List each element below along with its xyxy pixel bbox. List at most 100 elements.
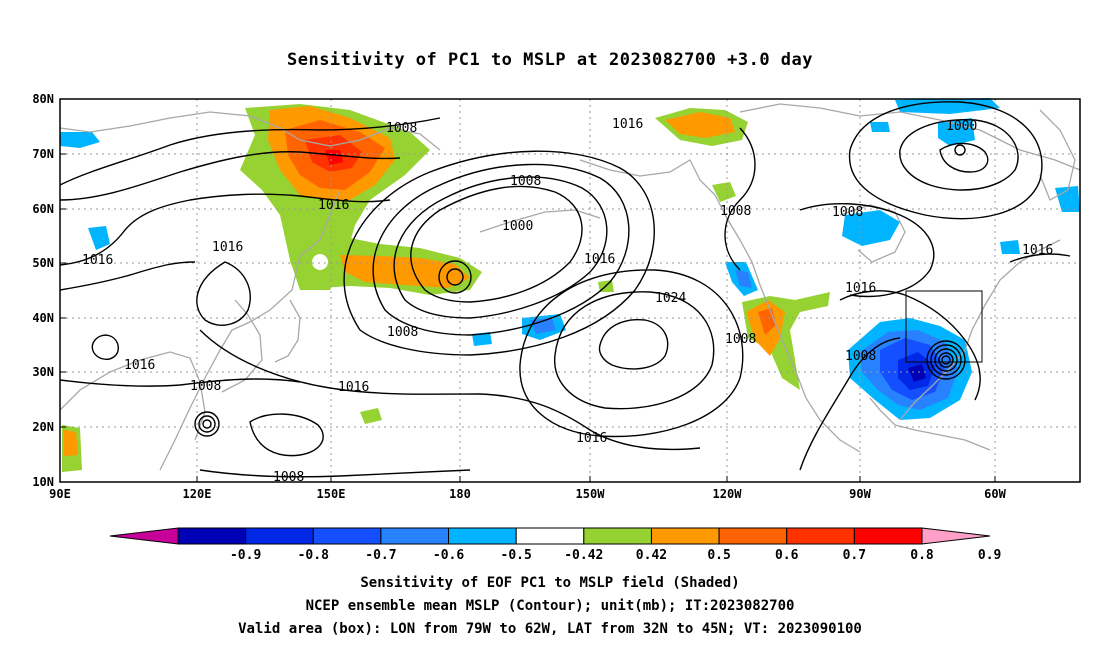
- colorbar-label: -0.9: [230, 548, 261, 563]
- mslp-contour: [939, 142, 989, 173]
- longitude-label: 90E: [49, 487, 71, 501]
- contour-label: 1008: [510, 174, 541, 189]
- mslp-contour: [249, 413, 324, 457]
- contour-label: 1008: [386, 121, 417, 136]
- mslp-contours: [59, 101, 1071, 478]
- colorbar-swatch: [312, 527, 382, 545]
- coastline-greenland: [1039, 109, 1076, 201]
- latitude-label: 50N: [32, 256, 54, 270]
- colorbar-label: 0.42: [636, 548, 667, 563]
- mslp-low-contour: [938, 352, 954, 368]
- coastline-japan: [274, 299, 301, 363]
- coastline-na-west: [739, 239, 861, 453]
- mslp-low-contour: [954, 144, 966, 156]
- mslp-contour: [59, 261, 196, 291]
- positive-sensitivity-area: [325, 150, 343, 165]
- colorbar-label: -0.7: [365, 548, 396, 563]
- contour-label: 1000: [946, 119, 977, 134]
- colorbar-swatch: [786, 527, 855, 545]
- mslp-contour: [848, 101, 1043, 220]
- mslp-low-contour: [934, 348, 958, 372]
- coastline-na-east: [899, 239, 1061, 421]
- longitude-label: 60W: [984, 487, 1006, 501]
- coastline-arctic: [739, 103, 1081, 171]
- negative-sensitivity-area: [472, 332, 492, 346]
- mslp-low-contour: [930, 344, 962, 376]
- colorbar-swatch: [245, 527, 314, 545]
- mslp-contour: [59, 193, 391, 266]
- contour-label: 1008: [190, 379, 221, 394]
- colorbar-swatch: [853, 527, 923, 545]
- colorbar-label: 0.6: [775, 548, 799, 563]
- coastline-alaska: [479, 209, 601, 233]
- latitude-label: 30N: [32, 365, 54, 379]
- map-frame: [59, 98, 1081, 483]
- colorbar-swatch: [921, 527, 991, 545]
- mslp-low-contour: [202, 419, 212, 429]
- longitude-labels: 90E 120E 150E 180 150W 120W 90W 60W: [49, 476, 1007, 501]
- colorbar-label: 0.7: [843, 548, 866, 563]
- negative-sensitivity-area: [60, 132, 100, 148]
- mslp-contour: [59, 117, 441, 186]
- mslp-contour: [554, 291, 715, 410]
- colorbar-swatch: [650, 527, 720, 545]
- sensitivity-shading: [60, 98, 1080, 472]
- coastline-gulf: [869, 397, 991, 451]
- negative-sensitivity-area: [1000, 240, 1020, 254]
- contour-label: 1008: [845, 349, 876, 364]
- mslp-low-contour: [446, 268, 464, 286]
- figure-title: Sensitivity of PC1 to MSLP at 2023082700…: [286, 50, 813, 70]
- caption-line-1: Sensitivity of EOF PC1 to MSLP field (Sh…: [360, 575, 740, 591]
- colorbar-label: 0.8: [910, 548, 934, 563]
- mslp-contour: [372, 163, 630, 336]
- colorbar-label: 0.5: [707, 548, 730, 563]
- coastline-alaska: [579, 159, 741, 241]
- mslp-contour: [199, 469, 471, 478]
- longitude-label: 150W: [576, 487, 606, 501]
- positive-sensitivity-area: [360, 408, 382, 424]
- contour-label: 1024: [655, 291, 686, 306]
- contour-label: 1016: [212, 240, 243, 255]
- mslp-contour: [839, 290, 981, 401]
- latitude-labels: 80N 70N 60N 50N 40N 30N 20N 10N: [32, 92, 66, 489]
- mslp-contour: [343, 150, 655, 356]
- positive-sensitivity-area: [312, 254, 328, 270]
- colorbar-swatch: [177, 527, 247, 545]
- negative-sensitivity-area: [895, 98, 1000, 114]
- latitude-label: 70N: [32, 147, 54, 161]
- negative-sensitivity-area: [530, 318, 556, 334]
- contour-label: 1016: [612, 117, 643, 132]
- caption-line-3: Valid area (box): LON from 79W to 62W, L…: [238, 621, 862, 637]
- colorbar-swatch: [448, 527, 517, 545]
- negative-sensitivity-area: [88, 226, 110, 250]
- colorbar-swatch: [109, 527, 179, 545]
- colorbar-swatch: [380, 527, 450, 545]
- colorbar-label: -0.6: [433, 548, 464, 563]
- coastline-asia: [159, 189, 341, 471]
- negative-sensitivity-area: [870, 122, 890, 132]
- contour-label: 1016: [318, 198, 349, 213]
- colorbar-label: 0.9: [978, 548, 1001, 563]
- mslp-contour: [199, 329, 701, 451]
- longitude-label: 90W: [849, 487, 871, 501]
- negative-sensitivity-area: [735, 270, 752, 288]
- latitude-label: 60N: [32, 202, 54, 216]
- mslp-contour: [393, 176, 608, 319]
- mslp-low-contour: [941, 355, 951, 365]
- mslp-contour: [59, 151, 401, 201]
- contour-label: 1008: [387, 325, 418, 340]
- mslp-contour: [410, 185, 583, 303]
- mslp-contour: [724, 127, 756, 271]
- coastline-asia: [59, 351, 206, 441]
- colorbar-swatch: [718, 527, 788, 545]
- contour-label: 1016: [1022, 243, 1053, 258]
- contour-label: 1008: [832, 205, 863, 220]
- coastline-asia: [221, 299, 263, 393]
- positive-sensitivity-area: [64, 430, 78, 456]
- contour-label: 1016: [576, 431, 607, 446]
- mslp-contour: [1009, 253, 1071, 263]
- valid-area-box: [905, 290, 983, 363]
- coastline-hudson: [839, 204, 906, 263]
- mslp-contour: [91, 334, 119, 360]
